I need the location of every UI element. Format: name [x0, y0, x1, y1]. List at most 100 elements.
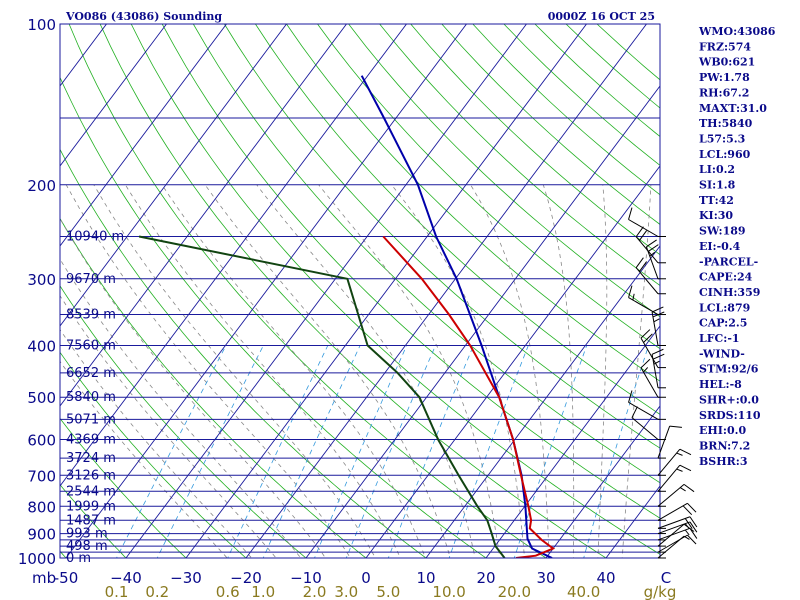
height-label: 10940 m	[66, 229, 124, 244]
index-entry: L57:5.3	[699, 132, 745, 145]
mixing-ratio-line	[116, 345, 227, 558]
temperature-tick-label: -50	[54, 569, 79, 587]
height-label: 5071 m	[66, 412, 116, 427]
index-entry: HEL:-8	[699, 378, 742, 391]
dry-adiabat	[379, 24, 660, 287]
wind-barb	[657, 535, 690, 559]
isotherm	[185, 24, 587, 558]
index-entry: WB0:621	[698, 56, 755, 69]
mixing-ratio-line	[156, 345, 264, 558]
wind-barb	[640, 329, 666, 369]
isotherm	[245, 24, 647, 558]
dry-adiabat	[317, 24, 660, 350]
temperature-tick-label: −10	[290, 569, 322, 587]
wind-barb	[657, 448, 692, 476]
index-entry: SW:189	[699, 225, 746, 238]
index-entry: CAP:2.5	[699, 317, 747, 330]
mixing-ratio-line	[262, 345, 361, 558]
temperature-tick-label: C	[661, 569, 671, 587]
temperature-tick-label: −40	[110, 569, 142, 587]
height-label: 498 m	[66, 539, 108, 554]
pressure-tick-label: 600	[27, 432, 56, 450]
profile-layer	[138, 75, 556, 558]
index-entry: -PARCEL-	[699, 255, 758, 268]
temperature-tick-label: 0	[361, 569, 371, 587]
index-entry: RH:67.2	[699, 86, 749, 99]
index-entry: CINH:359	[699, 286, 760, 299]
index-entry: EI:-0.4	[699, 240, 741, 253]
mixing-ratio-label: 3.0	[334, 583, 358, 600]
dry-adiabat	[0, 24, 16, 569]
moist-adiabat	[161, 184, 426, 558]
moist-adiabat	[65, 184, 351, 558]
isotherm	[60, 24, 347, 407]
wind-barb-layer	[628, 207, 698, 559]
wind-barb	[635, 257, 666, 295]
mixing-ratio-label: 5.0	[376, 583, 400, 600]
isotherm	[485, 325, 660, 558]
index-entry: TT:42	[699, 194, 734, 207]
x-axis-label: mb	[32, 569, 56, 587]
pressure-tick-label: 700	[27, 467, 56, 485]
dry-adiabat	[60, 483, 127, 558]
moist-adiabat	[542, 184, 575, 558]
mixing-ratio-line	[583, 345, 649, 558]
moist-adiabat	[60, 258, 302, 558]
temperature-line	[382, 235, 556, 558]
mixing-ratio-line	[387, 345, 474, 558]
index-entry: LCL:879	[699, 301, 750, 314]
isotherm	[365, 165, 660, 558]
index-entry: -WIND-	[699, 347, 745, 360]
temperature-tick-label: −20	[230, 569, 262, 587]
sounding-time: 0000Z 16 OCT 25	[548, 10, 655, 23]
index-entry: BRN:7.2	[699, 439, 750, 452]
dry-adiabat	[410, 24, 660, 256]
mixing-ratio-line	[513, 345, 588, 558]
moist-adiabat	[318, 184, 501, 558]
pressure-tick-label: 1000	[18, 550, 56, 568]
height-label: 2544 m	[66, 484, 116, 499]
isotherm	[65, 24, 467, 558]
mixing-ratio-line	[227, 345, 329, 558]
pressure-tick-label: 900	[27, 526, 56, 544]
mixing-ratio-line	[345, 345, 436, 558]
wind-barb	[628, 390, 666, 420]
mixing-ratio-label: 40.0	[567, 583, 600, 600]
mixing-ratio-label: 0.1	[105, 583, 129, 600]
height-label: 1487 m	[66, 513, 116, 528]
index-entry: SHR+:0.0	[699, 393, 759, 406]
moist-adiabat	[60, 217, 327, 558]
dry-adiabat	[348, 24, 660, 318]
height-label: 3126 m	[66, 468, 116, 483]
dry-adiabat	[161, 24, 660, 519]
height-label: 9670 m	[66, 272, 116, 287]
height-label: 7560 m	[66, 339, 116, 354]
index-entry: EHI:0.0	[699, 424, 746, 437]
dry-adiabat	[60, 351, 247, 558]
height-label: 5840 m	[66, 390, 116, 405]
dry-adiabat	[60, 417, 187, 558]
pressure-tick-label: 400	[27, 338, 56, 356]
dry-adiabat	[192, 24, 660, 484]
temperature-tick-label: 20	[476, 569, 495, 587]
dry-adiabat	[99, 24, 607, 558]
index-entry: FRZ:574	[699, 40, 751, 53]
moist-adiabat	[597, 184, 608, 558]
temperature-tick-label: 30	[536, 569, 555, 587]
dry-adiabat	[286, 24, 660, 382]
mixing-ratio-line	[314, 345, 408, 558]
wind-barb	[640, 358, 666, 398]
temperature-tick-label: 10	[416, 569, 435, 587]
isotherm	[60, 24, 227, 247]
isotherm	[60, 24, 407, 487]
mixing-ratio-label: 20.0	[498, 583, 531, 600]
dry-adiabat	[224, 24, 660, 449]
dry-adiabat	[130, 24, 660, 555]
height-label: 3724 m	[66, 451, 116, 466]
index-entry: TH:5840	[699, 117, 753, 130]
dewpoint-line	[138, 235, 506, 558]
dry-adiabat	[60, 148, 427, 558]
index-entry: KI:30	[699, 209, 733, 222]
moist-adiabat	[256, 184, 476, 558]
